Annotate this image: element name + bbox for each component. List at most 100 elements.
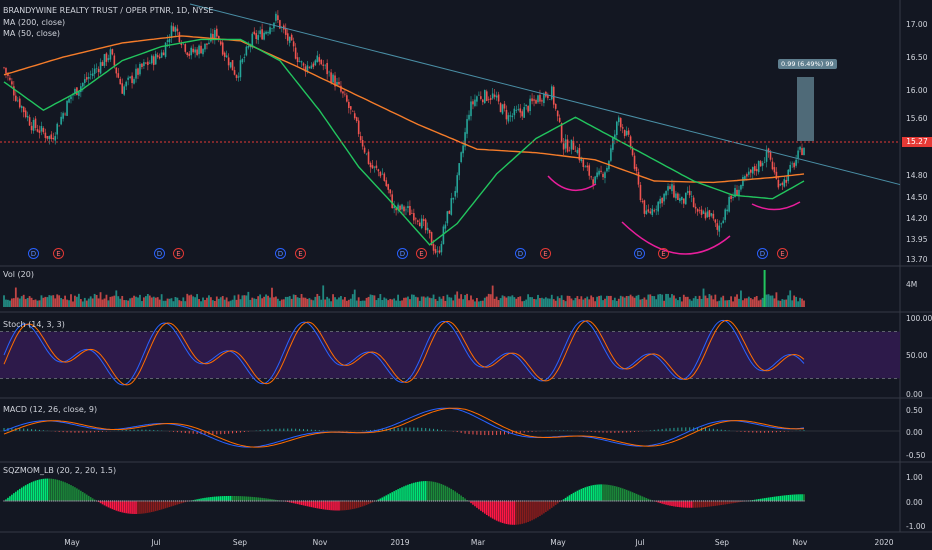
volume-bar — [186, 293, 189, 307]
earnings-marker[interactable]: E — [416, 248, 427, 259]
volume-bar — [444, 300, 447, 307]
candle-body — [476, 96, 478, 102]
volume-bar — [702, 288, 705, 307]
candle-body — [612, 138, 614, 150]
candle-body — [483, 90, 486, 104]
sqz-dot — [606, 500, 608, 502]
volume-bar — [178, 300, 181, 307]
sqz-dot — [76, 500, 78, 502]
dividend-marker[interactable]: D — [757, 248, 768, 259]
candle-body — [28, 117, 31, 126]
volume-bar — [351, 294, 354, 307]
volume-bar — [162, 300, 165, 307]
candle-body — [139, 63, 141, 75]
candle-body — [87, 76, 90, 79]
volume-bar — [621, 296, 624, 307]
volume-bar — [139, 294, 141, 307]
volume-bar — [714, 294, 717, 307]
volume-bar — [50, 295, 53, 307]
price-tick: 13.70 — [906, 255, 928, 264]
volume-bar — [803, 300, 805, 307]
earnings-marker[interactable]: E — [173, 248, 184, 259]
sqz-dot — [88, 500, 90, 502]
volume-bar — [401, 300, 403, 307]
sqz-dot — [359, 500, 362, 502]
sqz-dot — [732, 500, 734, 502]
candle-body — [757, 160, 760, 173]
sqz-dot — [44, 500, 47, 502]
volume-bar — [12, 298, 15, 307]
volume-bar — [452, 300, 455, 307]
candle-body — [348, 101, 350, 108]
candle-body — [781, 182, 784, 185]
volume-bar — [399, 300, 401, 307]
earnings-marker[interactable]: E — [777, 248, 788, 259]
volume-bar — [373, 295, 376, 307]
volume-bar — [562, 299, 565, 307]
candle-body — [470, 101, 472, 117]
dividend-marker[interactable]: D — [397, 248, 408, 259]
volume-bar — [722, 295, 725, 307]
volume-bar — [738, 298, 740, 307]
sqz-dot — [160, 500, 163, 502]
candle-body — [493, 94, 496, 97]
candle-body — [36, 129, 39, 132]
candle-body — [706, 211, 709, 218]
sqz-dot — [42, 500, 45, 502]
candle-body — [708, 210, 711, 217]
earnings-marker[interactable]: E — [540, 248, 551, 259]
sqz-dot — [292, 500, 295, 502]
candle-body — [121, 83, 124, 94]
candle-body — [803, 147, 805, 156]
volume-bar — [667, 293, 669, 307]
volume-bar — [34, 299, 37, 307]
candle-body — [560, 123, 563, 143]
dividend-marker[interactable]: D — [275, 248, 286, 259]
sqz-dot — [214, 500, 216, 502]
volume-bar — [56, 294, 59, 307]
earnings-marker[interactable]: E — [658, 248, 669, 259]
candle-body — [468, 114, 470, 120]
sqz-dot — [287, 500, 289, 502]
candle-body — [586, 165, 589, 168]
sqz-dot — [13, 500, 15, 502]
candle-body — [316, 55, 319, 63]
candle-body — [450, 198, 453, 215]
volume-bar — [22, 294, 25, 307]
dividend-marker[interactable]: D — [28, 248, 39, 259]
sqz-dot — [222, 500, 224, 502]
sqz-dot — [74, 500, 76, 502]
sqz-dot — [436, 500, 439, 502]
candle-body — [606, 167, 608, 172]
volume-bar — [637, 294, 640, 307]
candle-body — [724, 209, 726, 220]
dividend-marker[interactable]: D — [154, 248, 165, 259]
volume-bar — [58, 295, 61, 307]
candle-body — [363, 147, 366, 153]
sqz-dot — [464, 500, 466, 502]
volume-bar — [389, 298, 392, 307]
dividend-marker[interactable]: D — [515, 248, 526, 259]
candle-body — [765, 149, 768, 162]
sqz-dot — [689, 500, 691, 502]
sqz-dot — [578, 500, 581, 502]
sqz-dot — [64, 500, 66, 502]
earnings-marker[interactable]: E — [295, 248, 306, 259]
sqz-dot — [11, 500, 13, 502]
candle-body — [722, 220, 725, 224]
earnings-marker[interactable]: E — [53, 248, 64, 259]
sqz-dot — [306, 500, 309, 502]
candle-body — [296, 57, 299, 62]
sqz-dot — [726, 500, 728, 502]
sqz-dot — [761, 500, 764, 502]
volume-bar — [732, 301, 734, 307]
candle-body — [80, 86, 82, 93]
dividend-marker[interactable]: D — [634, 248, 645, 259]
volume-bar — [192, 296, 195, 307]
sqz-dot — [779, 500, 782, 502]
candle-body — [355, 117, 358, 122]
volume-bar — [44, 296, 47, 307]
candle-body — [332, 74, 334, 83]
volume-bar — [233, 295, 236, 307]
